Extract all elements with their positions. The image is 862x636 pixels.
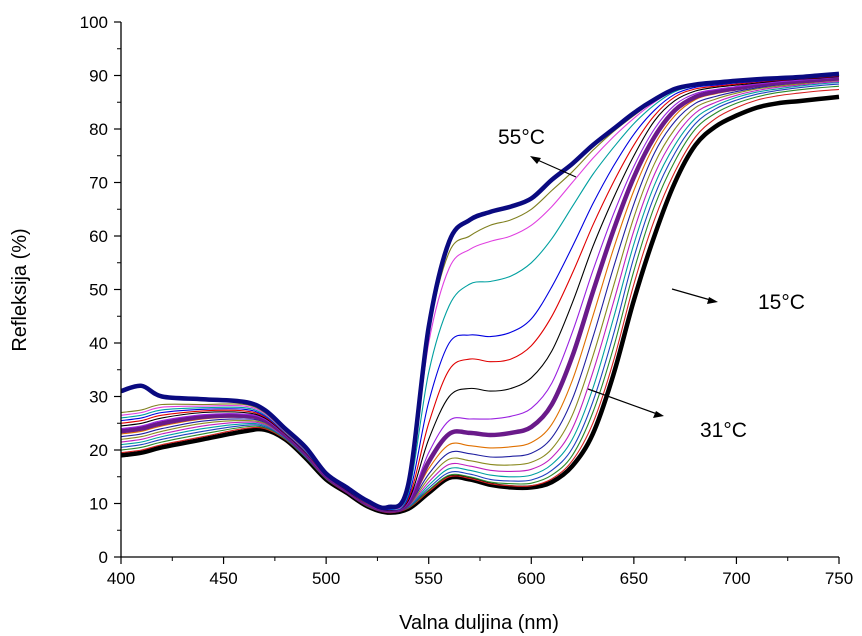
annotation-31c: 31°C xyxy=(700,419,747,442)
x-tick-label-500: 500 xyxy=(312,569,340,588)
x-tick-label-450: 450 xyxy=(209,569,237,588)
annotation-55c: 55°C xyxy=(498,126,545,149)
y-tick-label-60: 60 xyxy=(89,227,108,246)
series-line-40c xyxy=(120,74,840,510)
series-line-27c xyxy=(120,76,840,511)
y-tick-label-10: 10 xyxy=(89,495,108,514)
annotation-arrows xyxy=(530,156,718,418)
series-line-16c xyxy=(120,88,840,514)
y-tick-label-20: 20 xyxy=(89,441,108,460)
y-tick-label-70: 70 xyxy=(89,174,108,193)
series-layer xyxy=(120,71,840,515)
y-axis-title: Refleksija (%) xyxy=(9,228,31,351)
series-line-55c xyxy=(120,71,840,511)
y-tick-label-30: 30 xyxy=(89,388,108,407)
series-line-18c xyxy=(120,83,840,513)
y-tick-label-90: 90 xyxy=(89,67,108,86)
y-tick-label-0: 0 xyxy=(99,548,108,567)
arrow-15-head xyxy=(707,297,718,304)
x-tick-label-650: 650 xyxy=(620,569,648,588)
y-tick-label-80: 80 xyxy=(89,120,108,139)
y-tick-label-100: 100 xyxy=(80,13,108,32)
series-line-31c xyxy=(120,74,840,511)
arrow-55-head xyxy=(530,156,541,164)
series-line-25c xyxy=(120,76,840,511)
x-tick-label-750: 750 xyxy=(825,569,853,588)
y-tick-label-40: 40 xyxy=(89,334,108,353)
annotation-15c: 15°C xyxy=(758,291,805,314)
series-line-17c xyxy=(120,85,840,513)
series-line-22c xyxy=(120,79,840,512)
arrow-15 xyxy=(671,288,715,302)
series-line-35c xyxy=(120,74,840,510)
x-tick-label-400: 400 xyxy=(107,569,135,588)
arrow-31 xyxy=(587,388,661,416)
y-tick-label-50: 50 xyxy=(89,281,108,300)
axis-layer: 400 450 500 550 600 650 700 750 0 10 20 30 40 50 60 70 8… xyxy=(80,13,854,588)
series-line-45c xyxy=(120,73,840,510)
arrow-55 xyxy=(532,157,577,178)
series-line-29c xyxy=(120,75,840,511)
arrow-31-head xyxy=(653,411,664,418)
x-tick-label-700: 700 xyxy=(722,569,750,588)
x-axis-title: Valna duljina (nm) xyxy=(399,612,559,634)
series-line-23c xyxy=(120,78,840,512)
series-line-24c xyxy=(120,75,840,513)
x-tick-label-550: 550 xyxy=(415,569,443,588)
series-line-15c xyxy=(120,94,840,515)
x-tick-label-600: 600 xyxy=(517,569,545,588)
series-line-19c xyxy=(120,81,840,513)
